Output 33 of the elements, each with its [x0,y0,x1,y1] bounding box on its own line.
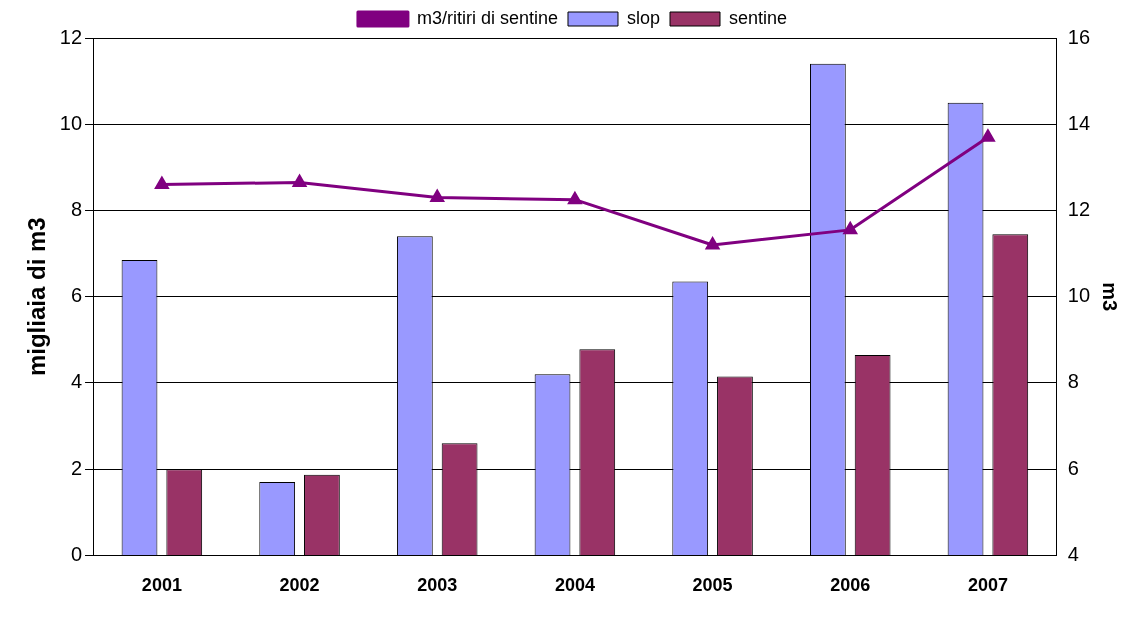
y2-tick-label: 10 [1067,284,1090,307]
point [705,237,720,250]
y-tick-label: 2 [70,456,83,479]
point [981,129,995,142]
x-tick-label: 2007 [967,575,1008,596]
legend-label: slop [626,7,661,28]
x-tick-label: 2002 [279,575,320,596]
point [292,174,307,187]
y2-axis-title: m3 [1099,282,1122,312]
point [155,177,169,190]
y2-tick-label: 16 [1067,25,1090,48]
y-tick-label: 6 [70,284,83,307]
y-tick-label: 10 [59,111,83,134]
point [568,192,582,205]
y2-tick-label: 6 [1067,456,1079,479]
y-tick-label: 12 [59,25,83,48]
y-tick-label: 0 [70,542,83,565]
y2-tick-label: 4 [1067,542,1079,565]
x-tick-label: 2004 [554,575,595,596]
x-tick-label: 2006 [830,575,871,596]
y-axis-title: migliaia di m3 [23,217,51,377]
legend-label: m3/ritiri di sentine [416,7,558,28]
y2-tick-label: 14 [1067,111,1090,134]
legend-label: sentine [729,7,788,28]
x-tick-label: 2001 [141,575,182,596]
y-tick-label: 4 [70,370,83,393]
x-tick-label: 2003 [417,575,458,596]
y2-tick-label: 8 [1067,370,1079,393]
point [430,190,444,203]
y2-tick-label: 12 [1067,197,1090,220]
point [843,222,857,235]
x-tick-label: 2005 [692,575,733,596]
y-tick-label: 8 [70,197,83,220]
